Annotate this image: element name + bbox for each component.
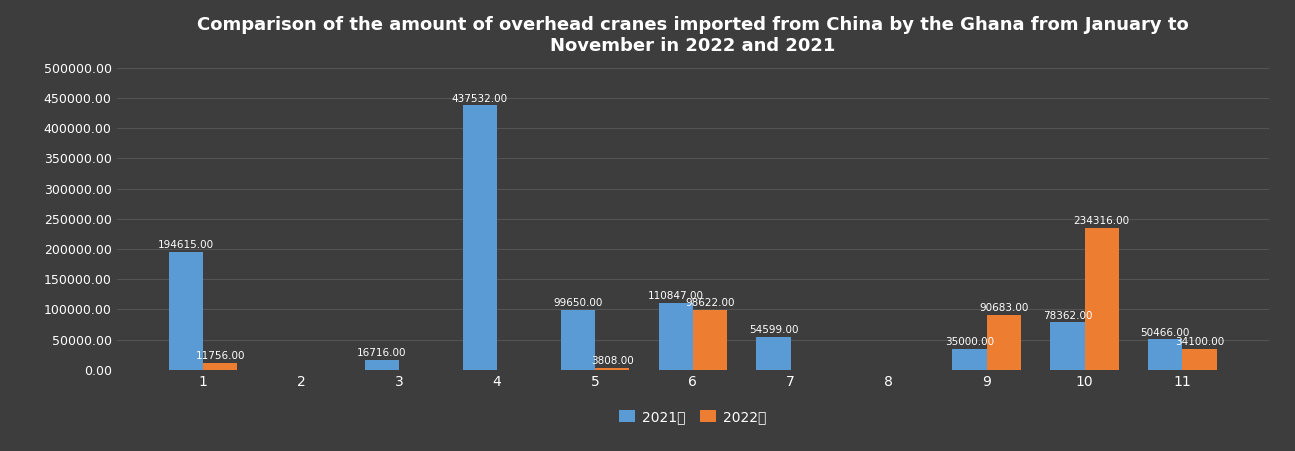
Text: 234316.00: 234316.00	[1074, 216, 1129, 226]
Bar	[1050, 322, 1084, 370]
Text: 35000.00: 35000.00	[945, 337, 995, 347]
Bar	[659, 303, 693, 370]
Text: 34100.00: 34100.00	[1175, 337, 1224, 347]
Bar	[203, 363, 237, 370]
Bar	[365, 360, 399, 370]
Bar	[1149, 339, 1182, 370]
Bar	[987, 315, 1020, 370]
Text: 50466.00: 50466.00	[1141, 327, 1190, 337]
Text: 437532.00: 437532.00	[452, 94, 508, 104]
Text: 16716.00: 16716.00	[357, 348, 407, 358]
Text: 11756.00: 11756.00	[196, 351, 245, 361]
Text: 110847.00: 110847.00	[648, 291, 703, 301]
Bar	[693, 310, 726, 370]
Bar	[594, 368, 629, 370]
Text: 78362.00: 78362.00	[1042, 311, 1092, 321]
Text: 194615.00: 194615.00	[158, 240, 214, 250]
Bar	[952, 349, 987, 370]
Legend: 2021年, 2022年: 2021年, 2022年	[614, 404, 772, 429]
Bar	[561, 309, 594, 370]
Text: 90683.00: 90683.00	[979, 303, 1028, 313]
Bar	[168, 252, 203, 370]
Bar	[1084, 228, 1119, 370]
Text: 99650.00: 99650.00	[553, 298, 602, 308]
Text: 54599.00: 54599.00	[749, 325, 798, 335]
Bar	[756, 337, 791, 370]
Text: 3808.00: 3808.00	[591, 356, 633, 366]
Bar	[1182, 349, 1217, 370]
Bar	[462, 106, 497, 370]
Title: Comparison of the amount of overhead cranes imported from China by the Ghana fro: Comparison of the amount of overhead cra…	[197, 16, 1189, 55]
Text: 98622.00: 98622.00	[685, 299, 734, 308]
